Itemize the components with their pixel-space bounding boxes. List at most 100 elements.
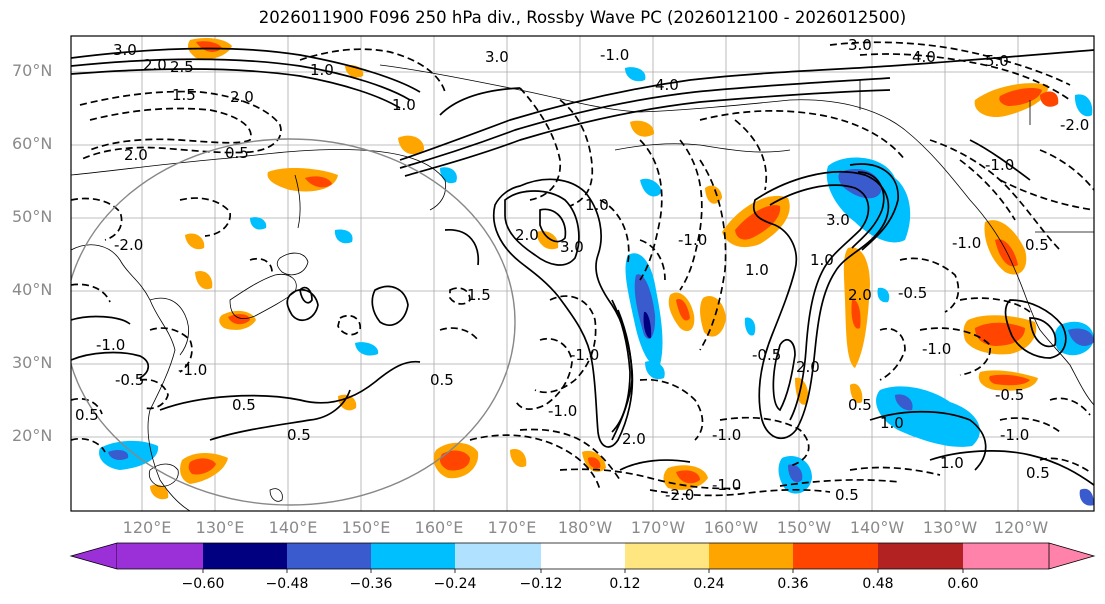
contour-label: 5.0 [985, 52, 1009, 70]
colorbar-extend-low [69, 542, 118, 570]
div-blob [838, 168, 882, 199]
colorbar-tick-label: 0.36 [777, 576, 809, 592]
colorbar-tick-label: −0.48 [265, 576, 309, 592]
conv-blob [510, 449, 527, 468]
lat-label-50n: 50°N [12, 207, 53, 226]
contour-label: 0.5 [835, 486, 859, 504]
contour-label: 1.0 [585, 196, 609, 214]
conv-blob [338, 394, 357, 411]
colorbar-segment [963, 543, 1049, 569]
contour-label: -1.0 [548, 402, 577, 420]
contour-label: 4.0 [912, 48, 936, 66]
lon-label-170w: 170°W [630, 518, 686, 537]
conv-blob [588, 457, 601, 469]
contour-label: 1.0 [940, 454, 964, 472]
contour-label: 2.0 [230, 88, 254, 106]
colorbar-segment [203, 543, 287, 569]
colorbar-segment [709, 543, 793, 569]
colorbar-segment [371, 543, 455, 569]
div-blob [744, 317, 756, 336]
contour-label: 0.5 [848, 396, 872, 414]
contour-label: -0.5 [115, 371, 144, 389]
colorbar-tick-label: −0.60 [181, 576, 225, 592]
conv-blob [398, 135, 425, 155]
contour-label: 0.5 [75, 406, 99, 424]
contour-label: -2.0 [1060, 116, 1089, 134]
colorbar-tick-label: −0.36 [349, 576, 393, 592]
colorbar-segment [117, 543, 203, 569]
contour-label: -1.0 [570, 346, 599, 364]
div-blob [1079, 488, 1094, 506]
div-blob [99, 440, 159, 470]
conv-blob [975, 322, 1025, 346]
conv-blob [676, 470, 700, 484]
colorbar-segment [793, 543, 878, 569]
region-circle [71, 138, 516, 506]
conv-blob [989, 374, 1030, 386]
contour-label: -0.5 [995, 386, 1024, 404]
conv-blob [735, 205, 781, 240]
contour-label: -1.0 [600, 46, 629, 64]
contour-label: -1.0 [712, 426, 741, 444]
contour-label: 0.5 [232, 396, 256, 414]
contour-label: 2.0 [796, 358, 820, 376]
lat-label-70n: 70°N [12, 61, 53, 80]
contour-label: 1.5 [172, 86, 196, 104]
colorbar-tick-label: −0.12 [519, 576, 563, 592]
colorbar-tick-label: 0.48 [862, 576, 894, 592]
contour-label: 2.0 [622, 430, 646, 448]
contour-label: -1.0 [96, 336, 125, 354]
conv-blob [676, 299, 690, 321]
lon-label-120w: 120°W [993, 518, 1049, 537]
contour-label: -1.0 [678, 231, 707, 249]
lon-label-130w: 130°W [922, 518, 978, 537]
contour-label: -1.0 [985, 156, 1014, 174]
div-blob [625, 67, 646, 82]
colorbar-segment [625, 543, 709, 569]
div-blob [1068, 328, 1094, 346]
lon-label-130e: 130°E [195, 518, 245, 537]
conv-blob [536, 230, 559, 250]
contour-label: 0.5 [430, 371, 454, 389]
contour-label: 1.0 [880, 414, 904, 432]
colorbar-segment [287, 543, 371, 569]
contour-label: 0.5 [1025, 236, 1049, 254]
lat-label-30n: 30°N [12, 353, 53, 372]
colorbar [69, 542, 1096, 573]
lon-label-120e: 120°E [122, 518, 172, 537]
div-blob [334, 229, 353, 244]
lat-label-20n: 20°N [12, 426, 53, 445]
conv-blob [440, 450, 470, 471]
contour-label: -1.0 [952, 234, 981, 252]
conv-blob [195, 270, 213, 290]
graticule [71, 36, 1094, 511]
div-blob [643, 311, 652, 339]
conv-blob [999, 88, 1042, 106]
contour-label: 2.0 [515, 226, 539, 244]
div-blob [1074, 94, 1093, 117]
contour-labels: 3.0 2.0 2.5 1.5 2.0 1.0 0.5 3.0 1.0 4.0 … [75, 36, 1089, 504]
contour-label: -2.0 [665, 486, 694, 504]
contour-label: -1.0 [178, 361, 207, 379]
contour-label: 3.0 [485, 48, 509, 66]
conv-blob [185, 233, 205, 250]
colorbar-tick-label: 0.60 [947, 576, 979, 592]
contour-label: 1.0 [310, 61, 334, 79]
colorbar-segment [541, 543, 625, 569]
colorbar-extend-high [1048, 542, 1096, 570]
contour-label: 1.0 [745, 261, 769, 279]
contour-label: -2.0 [114, 236, 143, 254]
lon-label-160e: 160°E [414, 518, 464, 537]
contour-label: 3.0 [113, 41, 137, 59]
contour-label: -0.5 [898, 284, 927, 302]
contour-label: 4.0 [655, 76, 679, 94]
div-blob [788, 464, 803, 483]
contour-label: 2.0 [124, 146, 148, 164]
lon-label-170e: 170°E [487, 518, 537, 537]
contour-label: 1.0 [810, 251, 834, 269]
lat-label-60n: 60°N [12, 134, 53, 153]
lon-label-140w: 140°W [849, 518, 905, 537]
conv-blob [1040, 91, 1059, 107]
colorbar-tick-label: 0.12 [609, 576, 641, 592]
conv-blob [228, 314, 250, 325]
